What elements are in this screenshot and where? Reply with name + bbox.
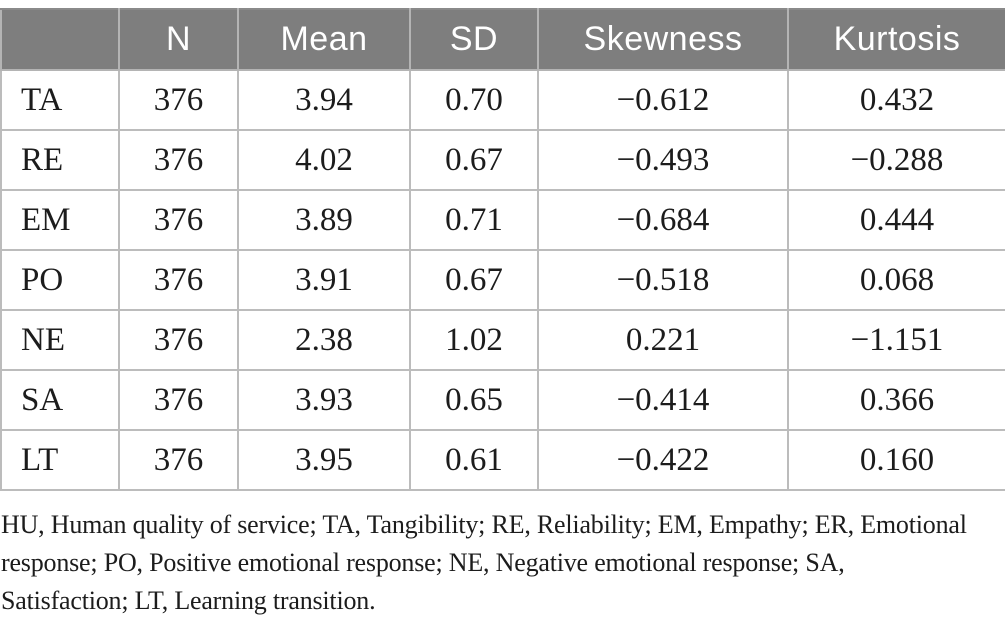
cell-sd: 0.67 [409, 129, 539, 191]
cell-kurtosis: 0.444 [787, 189, 1005, 251]
header-cell-n: N [118, 8, 239, 71]
cell-kurtosis: −0.288 [787, 129, 1005, 191]
table-row: RE 376 4.02 0.67 −0.493 −0.288 [0, 129, 1005, 191]
footnote-line-2: response; PO, Positive emotional respons… [1, 548, 845, 577]
row-label: LT [0, 429, 120, 491]
cell-mean: 4.02 [237, 129, 411, 191]
cell-sd: 1.02 [409, 309, 539, 371]
table-row: TA 376 3.94 0.70 −0.612 0.432 [0, 69, 1005, 131]
cell-kurtosis: −1.151 [787, 309, 1005, 371]
cell-n: 376 [118, 249, 239, 311]
cell-n: 376 [118, 429, 239, 491]
cell-skewness: −0.422 [537, 429, 789, 491]
cell-skewness: −0.414 [537, 369, 789, 431]
footnote-line-3: Satisfaction; LT, Learning transition. [1, 586, 376, 615]
row-label: NE [0, 309, 120, 371]
cell-n: 376 [118, 309, 239, 371]
cell-n: 376 [118, 189, 239, 251]
cell-kurtosis: 0.068 [787, 249, 1005, 311]
cell-kurtosis: 0.366 [787, 369, 1005, 431]
table-footnote: HU, Human quality of service; TA, Tangib… [1, 506, 1005, 620]
cell-skewness: −0.684 [537, 189, 789, 251]
cell-skewness: 0.221 [537, 309, 789, 371]
cell-sd: 0.71 [409, 189, 539, 251]
cell-n: 376 [118, 69, 239, 131]
cell-mean: 3.94 [237, 69, 411, 131]
table-row: EM 376 3.89 0.71 −0.684 0.444 [0, 189, 1005, 251]
cell-mean: 3.95 [237, 429, 411, 491]
header-cell-sd: SD [409, 8, 539, 71]
descriptive-statistics-table: N Mean SD Skewness Kurtosis TA 376 3.94 … [0, 8, 1005, 491]
cell-mean: 3.89 [237, 189, 411, 251]
header-row: N Mean SD Skewness Kurtosis [0, 8, 1005, 71]
cell-sd: 0.67 [409, 249, 539, 311]
row-label: RE [0, 129, 120, 191]
descriptive-statistics-figure: N Mean SD Skewness Kurtosis TA 376 3.94 … [0, 8, 1005, 620]
footnote-line-1: HU, Human quality of service; TA, Tangib… [1, 510, 967, 539]
cell-n: 376 [118, 129, 239, 191]
header-cell-kurtosis: Kurtosis [787, 8, 1005, 71]
header-cell-empty [0, 8, 120, 71]
row-label: EM [0, 189, 120, 251]
cell-skewness: −0.518 [537, 249, 789, 311]
cell-sd: 0.61 [409, 429, 539, 491]
cell-skewness: −0.493 [537, 129, 789, 191]
row-label: PO [0, 249, 120, 311]
cell-kurtosis: 0.432 [787, 69, 1005, 131]
cell-mean: 3.93 [237, 369, 411, 431]
cell-kurtosis: 0.160 [787, 429, 1005, 491]
cell-sd: 0.70 [409, 69, 539, 131]
header-cell-skewness: Skewness [537, 8, 789, 71]
table-row: NE 376 2.38 1.02 0.221 −1.151 [0, 309, 1005, 371]
cell-skewness: −0.612 [537, 69, 789, 131]
row-label: TA [0, 69, 120, 131]
cell-mean: 2.38 [237, 309, 411, 371]
row-label: SA [0, 369, 120, 431]
header-cell-mean: Mean [237, 8, 411, 71]
cell-sd: 0.65 [409, 369, 539, 431]
table-row: LT 376 3.95 0.61 −0.422 0.160 [0, 429, 1005, 491]
cell-n: 376 [118, 369, 239, 431]
table-row: SA 376 3.93 0.65 −0.414 0.366 [0, 369, 1005, 431]
cell-mean: 3.91 [237, 249, 411, 311]
table-row: PO 376 3.91 0.67 −0.518 0.068 [0, 249, 1005, 311]
